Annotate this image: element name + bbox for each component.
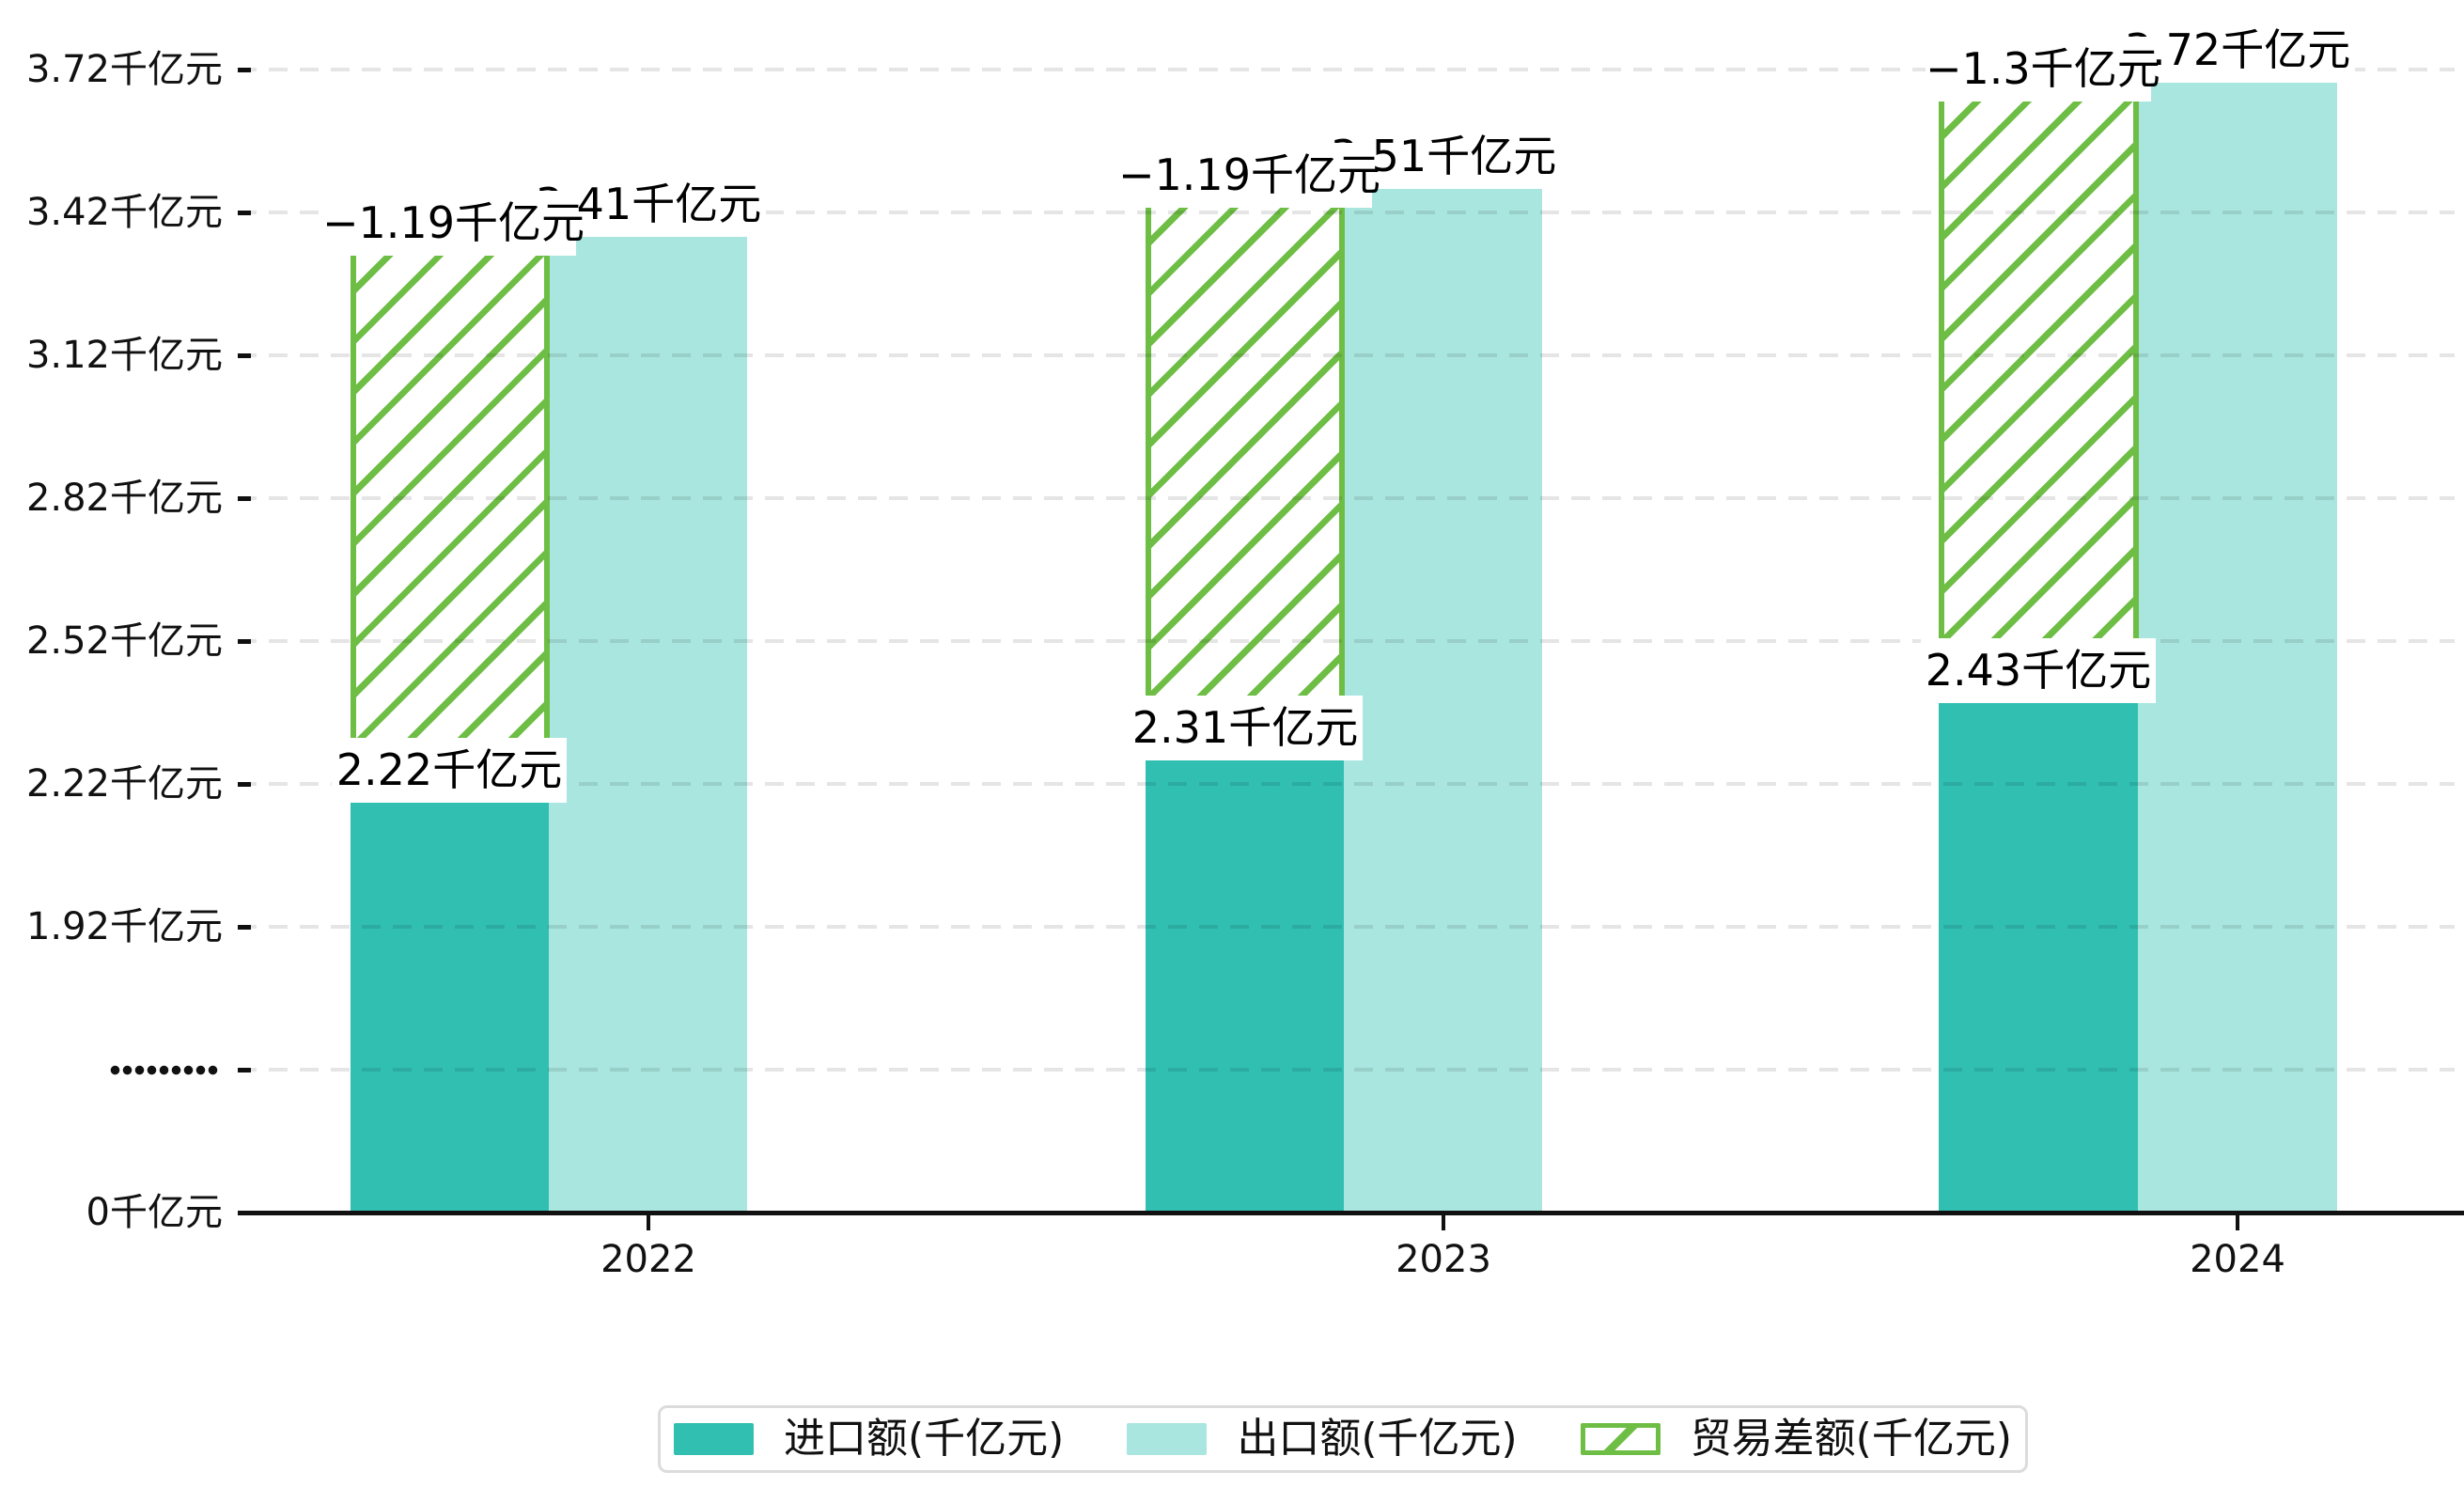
y-tick-mark xyxy=(238,925,251,930)
y-axis-label: 2.82千亿元 xyxy=(25,477,223,520)
export-value-label-2024: 3.72千亿元 xyxy=(2120,18,2355,83)
legend-label-export: 出口额(千亿元) xyxy=(1237,1415,1518,1463)
y-axis-label: 3.12千亿元 xyxy=(25,334,223,377)
y-axis-break-dots xyxy=(109,1064,219,1076)
import-swatch-icon xyxy=(674,1423,754,1455)
legend-label-import: 进口额(千亿元) xyxy=(784,1415,1065,1463)
y-axis-label: 1.92千亿元 xyxy=(25,905,223,948)
x-axis-label-2023: 2023 xyxy=(1396,1238,1491,1281)
import-bar-2024 xyxy=(1939,703,2138,1211)
gridline-break xyxy=(238,1068,2455,1072)
x-axis-label-2024: 2024 xyxy=(2190,1238,2285,1281)
balance-bar-2023 xyxy=(1146,189,1345,760)
x-tick-mark-2022 xyxy=(647,1215,650,1230)
gridline-1-92 xyxy=(238,925,2455,929)
gridline-3-42 xyxy=(238,211,2455,214)
gridline-2-52 xyxy=(238,639,2455,643)
gridline-3-72 xyxy=(238,68,2455,71)
y-tick-mark xyxy=(238,782,251,787)
balance-hatch-swatch-icon xyxy=(1580,1423,1661,1455)
balance-bar-2024 xyxy=(1939,83,2139,703)
y-tick-mark xyxy=(238,1068,251,1072)
export-bar-2024 xyxy=(2138,83,2337,1211)
gridline-3-12 xyxy=(238,353,2455,357)
import-value-label-2022: 2.22千亿元 xyxy=(332,738,567,803)
balance-value-label-2022: −1.19千亿元 xyxy=(322,191,585,256)
legend-item-balance: 贸易差额(千亿元) xyxy=(1580,1415,2012,1463)
import-value-label-2024: 2.43千亿元 xyxy=(1921,638,2156,703)
gridline-2-22 xyxy=(238,782,2455,786)
gridline-2-82 xyxy=(238,496,2455,500)
import-bar-2022 xyxy=(351,803,549,1211)
export-bar-2023 xyxy=(1344,189,1542,1211)
export-bar-2022 xyxy=(549,237,747,1211)
y-axis-label: 3.72千亿元 xyxy=(25,48,223,91)
y-axis-label: 3.42千亿元 xyxy=(25,191,223,234)
y-axis-label: 2.52千亿元 xyxy=(25,619,223,663)
balance-bar-2022 xyxy=(351,237,550,803)
balance-value-label-2023: −1.19千亿元 xyxy=(1118,143,1380,208)
y-tick-mark xyxy=(238,68,251,72)
y-tick-mark xyxy=(238,211,251,215)
legend-item-import: 进口额(千亿元) xyxy=(674,1416,1064,1463)
x-tick-mark-2023 xyxy=(1442,1215,1445,1230)
balance-value-label-2024: −1.3千亿元 xyxy=(1926,37,2160,102)
export-swatch-icon xyxy=(1127,1423,1208,1455)
x-axis-line xyxy=(238,1211,2464,1215)
y-tick-mark xyxy=(238,639,251,644)
y-axis-label: 2.22千亿元 xyxy=(25,762,223,806)
x-axis-label-2022: 2022 xyxy=(600,1238,696,1281)
legend: 进口额(千亿元) 出口额(千亿元) 贸易差额(千亿元) xyxy=(658,1405,2028,1473)
import-bar-2023 xyxy=(1146,760,1344,1211)
x-tick-mark-2024 xyxy=(2236,1215,2239,1230)
import-value-label-2023: 2.31千亿元 xyxy=(1128,696,1363,760)
y-axis-label-zero: 0千亿元 xyxy=(86,1191,223,1234)
y-tick-mark xyxy=(238,353,251,358)
legend-label-balance: 贸易差额(千亿元) xyxy=(1690,1415,2012,1463)
y-tick-mark xyxy=(238,496,251,501)
legend-item-export: 出口额(千亿元) xyxy=(1127,1415,1518,1463)
